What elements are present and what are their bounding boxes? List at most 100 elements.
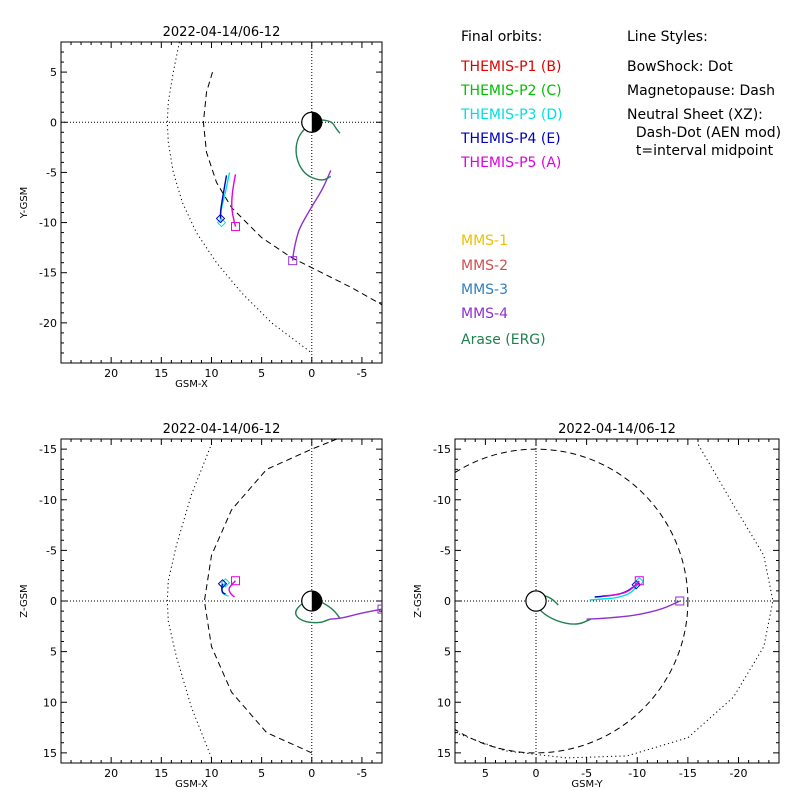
legend-orbits-heading: Final orbits: [461, 29, 542, 45]
x-tick-label: 20 [104, 767, 118, 780]
earth-icon [525, 590, 547, 612]
orbit-themis-p5-a [228, 580, 236, 598]
legend: Final orbits: Line Styles: THEMIS-P1 (B)… [460, 29, 781, 348]
orbit-end-marker [634, 576, 644, 586]
y-axis-label: Z-GSM [413, 584, 424, 617]
x-tick-label: 5 [258, 767, 265, 780]
orbit-themis-p3-d [589, 581, 640, 601]
y-axis-label: Z-GSM [19, 584, 30, 617]
legend-style-bowshock: BowShock: Dot [627, 59, 733, 75]
bowshock-boundary [166, 42, 313, 354]
earth-night-side [311, 590, 322, 612]
legend-themis-p5: THEMIS-P5 (A) [460, 155, 561, 171]
y-tick-label: 5 [50, 66, 57, 79]
x-tick-label: -5 [581, 767, 592, 780]
orbit-themis-p5-a [231, 174, 237, 227]
y-tick-label: 15 [437, 747, 451, 760]
orbit-mms-4 [292, 170, 332, 261]
y-tick-label: 0 [50, 595, 57, 608]
orbit-end-marker [215, 213, 226, 224]
x-tick-label: 0 [308, 767, 315, 780]
legend-themis-p3: THEMIS-P3 (D) [460, 107, 563, 123]
orbit-themis-p4-e [219, 175, 228, 219]
x-tick-label: 20 [104, 367, 118, 380]
y-tick-label: -20 [39, 317, 57, 330]
legend-themis-p2: THEMIS-P2 (C) [460, 83, 562, 99]
plot-area [61, 439, 382, 763]
orbit-end-marker [231, 222, 241, 232]
x-tick-label: -15 [679, 767, 697, 780]
x-tick-label: 0 [308, 367, 315, 380]
orbit-end-marker [675, 596, 685, 606]
x-tick-label: 5 [258, 367, 265, 380]
orbit-arase-erg [295, 599, 341, 624]
legend-mms-4: MMS-4 [461, 306, 508, 322]
x-tick-label: -5 [356, 367, 367, 380]
orbit-mms-4 [586, 600, 681, 620]
orbit-end-marker [377, 604, 382, 614]
x-axis-label: GSM-Y [571, 779, 603, 790]
y-tick-label: 0 [444, 595, 451, 608]
y-tick-label: -10 [39, 217, 57, 230]
y-tick-label: 10 [437, 696, 451, 709]
panel-xy: 2022-04-14/06-12 20 15 10 5 0 -5 5 0 -5 -10 -15 -20 G… [19, 25, 383, 390]
panel-xz: 2022-04-14/06-12 20 15 10 5 0 -5 -15 -10 -5 0 5 10 15… [19, 422, 383, 790]
y-tick-label: 10 [43, 696, 57, 709]
y-tick-label: -5 [46, 544, 57, 557]
x-tick-label: 15 [154, 767, 168, 780]
orbit-arase-erg [295, 119, 341, 181]
legend-style-neutral-sheet: Neutral Sheet (XZ): [627, 107, 763, 123]
legend-themis-p1: THEMIS-P1 (B) [460, 59, 561, 75]
y-axis-label: Y-GSM [19, 187, 30, 220]
x-tick-label: 10 [204, 767, 218, 780]
legend-style-midpoint: t=interval midpoint [627, 143, 774, 159]
y-tick-label: -5 [46, 166, 57, 179]
x-axis-label: GSM-X [175, 379, 208, 390]
legend-style-aen: Dash-Dot (AEN mod) [627, 125, 781, 141]
bowshock-boundary [166, 443, 212, 759]
legend-style-magnetopause: Magnetopause: Dash [627, 83, 775, 99]
orbit-arase-erg [535, 595, 591, 625]
x-axis-label: GSM-X [175, 779, 208, 790]
plot-title: 2022-04-14/06-12 [163, 25, 281, 40]
x-tick-label: -5 [356, 767, 367, 780]
x-tick-label: 10 [204, 367, 218, 380]
plot-title: 2022-04-14/06-12 [558, 422, 676, 437]
legend-styles-heading: Line Styles: [627, 29, 708, 45]
y-tick-label: -10 [39, 494, 57, 507]
y-tick-label: 0 [50, 116, 57, 129]
magnetopause-boundary [202, 71, 382, 306]
earth-night-side [311, 112, 322, 133]
orbit-end-marker [288, 256, 298, 266]
x-tick-label: 0 [533, 767, 540, 780]
orbit-themis-p5-a [601, 580, 640, 597]
y-tick-label: -15 [433, 443, 451, 456]
y-tick-label: -10 [433, 494, 451, 507]
panel-yz: 2022-04-14/06-12 5 0 -5 -10 -15 -20 -15 -10 -5 0 5 1… [413, 422, 780, 790]
y-tick-label: -15 [39, 443, 57, 456]
y-tick-label: -5 [440, 544, 451, 557]
x-tick-label: -20 [730, 767, 748, 780]
orbit-end-marker [631, 580, 641, 590]
orbit-end-marker [231, 576, 241, 586]
orbit-mms-4 [329, 608, 382, 620]
orbit-end-marker [220, 578, 231, 588]
legend-mms-3: MMS-3 [461, 282, 508, 298]
legend-mms-2: MMS-2 [461, 258, 508, 274]
y-tick-label: -15 [39, 267, 57, 280]
legend-themis-p4: THEMIS-P4 (E) [460, 131, 561, 147]
legend-arase: Arase (ERG) [461, 332, 546, 348]
x-tick-label: -10 [628, 767, 646, 780]
x-tick-label: 5 [482, 767, 489, 780]
y-tick-label: 15 [43, 747, 57, 760]
plot-panels: 2022-04-14/06-12 20 15 10 5 0 -5 5 0 -5 -10 -15 -20 G… [19, 25, 780, 790]
magnetopause-boundary [455, 448, 689, 754]
plot-area [61, 42, 382, 363]
plot-area [455, 439, 779, 763]
legend-mms-1: MMS-1 [461, 233, 508, 249]
orbit-end-marker [217, 579, 228, 589]
x-tick-label: 15 [154, 367, 168, 380]
y-tick-label: 5 [50, 646, 57, 659]
magnetopause-boundary [203, 439, 338, 754]
